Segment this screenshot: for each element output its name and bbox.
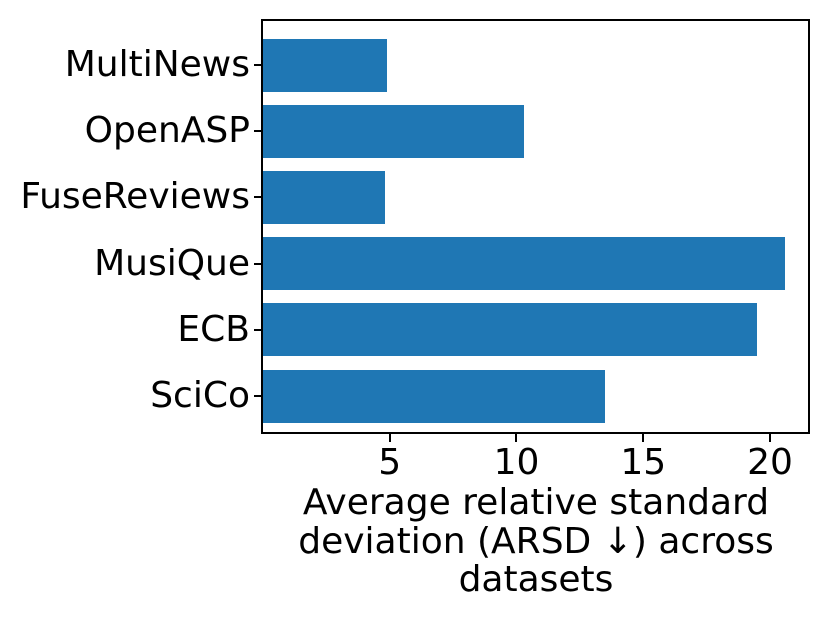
y-tick-label-scico: SciCo [150,375,250,416]
y-tick-mark [254,130,261,133]
y-tick-label-multinews: MultiNews [64,44,250,85]
bar-scico [263,369,606,423]
y-tick-label-fusereviews: FuseReviews [20,176,250,218]
bar-ecb [263,303,758,357]
x-tick-mark [642,434,645,442]
x-tick-label-15: 15 [620,442,667,483]
x-tick-mark [515,434,518,442]
x-axis-label-line-3: datasets [458,559,614,600]
x-axis-label-line-2: deviation (ARSD ↓) across [298,520,774,562]
y-tick-mark [254,395,261,397]
y-tick-mark [254,64,261,66]
y-tick-label-openasp: OpenASP [84,110,250,152]
x-tick-label-10: 10 [493,442,540,483]
y-tick-label-musique: MusiQue [94,242,250,284]
y-tick-mark [254,328,261,331]
x-tick-mark [768,434,771,442]
x-axis-label-line-1: Average relative standard [302,482,770,523]
x-tick-label-5: 5 [378,442,402,483]
y-tick-mark [254,262,261,265]
y-tick-mark [254,196,261,199]
x-axis-label: Average relative standard deviation (ARS… [249,482,823,600]
plot-area [261,19,810,434]
bar-fusereviews [263,170,385,224]
bar-openasp [263,104,525,158]
x-tick-mark [388,434,391,442]
bar-multinews [263,38,388,92]
x-tick-label-20: 20 [747,442,793,483]
y-tick-label-ecb: ECB [177,308,250,350]
bar-musique [263,237,786,291]
